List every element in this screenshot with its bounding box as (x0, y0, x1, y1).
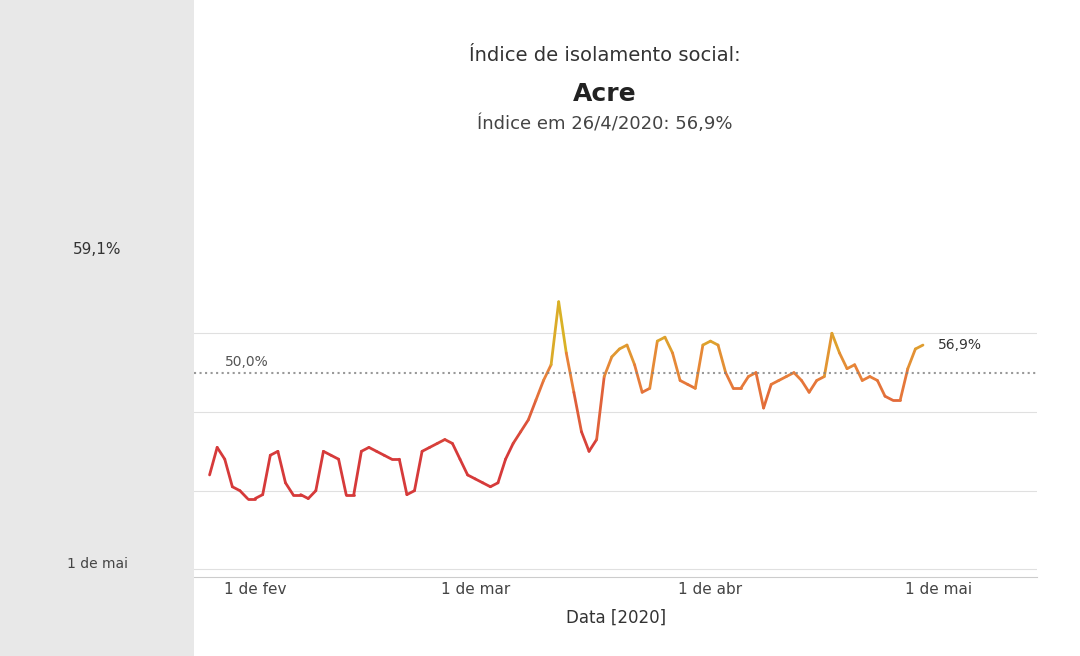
Text: Índice de isolamento social:: Índice de isolamento social: (469, 46, 741, 65)
Text: 50,0%: 50,0% (225, 355, 269, 369)
Text: Índice em 26/4/2020: 56,9%: Índice em 26/4/2020: 56,9% (477, 115, 732, 133)
Text: Acre: Acre (573, 82, 636, 106)
Text: 56,9%: 56,9% (939, 338, 982, 352)
Y-axis label: Índice de isolamento: Índice de isolamento (130, 340, 145, 500)
X-axis label: Data [2020]: Data [2020] (566, 608, 665, 626)
Text: 1 de mai: 1 de mai (67, 557, 127, 571)
Text: 59,1%: 59,1% (73, 242, 121, 256)
